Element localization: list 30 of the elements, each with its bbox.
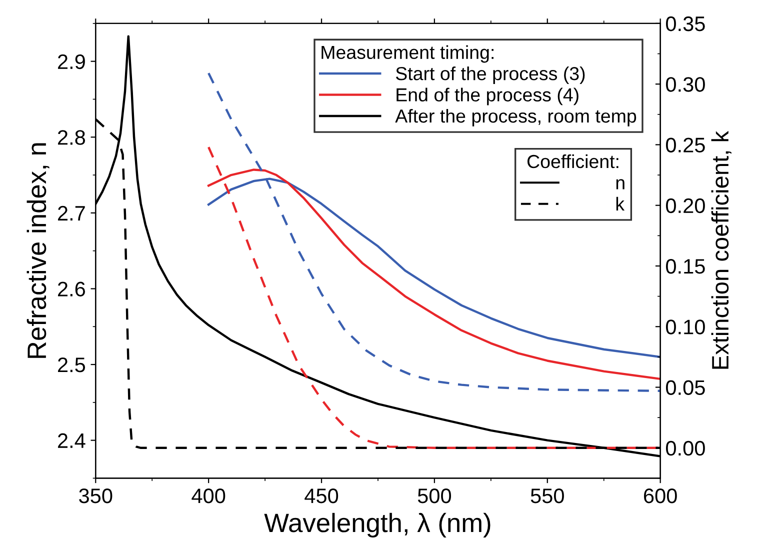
annotation: k <box>616 196 625 210</box>
y2-axis-title: Extinction coefficient, k <box>711 130 732 369</box>
y2-tick-label: 0.35 <box>666 16 705 32</box>
x-tick-label: 400 <box>192 488 226 504</box>
y2-tick-label: 0.10 <box>666 320 705 334</box>
x-tick-label: 350 <box>79 488 112 504</box>
y2-tick-label: 0.30 <box>666 77 705 92</box>
annotation: Coefficient: <box>527 154 618 168</box>
x-tick-label: 550 <box>530 488 564 504</box>
y-tick-label: 2.6 <box>58 282 85 296</box>
y-tick-label: 2.5 <box>58 358 86 372</box>
y-axis-title: Refractive index, n <box>26 143 50 358</box>
y2-tick-label: 0.15 <box>666 258 705 274</box>
legend-label: Start of the process (3) <box>396 66 585 84</box>
y-tick-label: 2.9 <box>58 54 85 70</box>
y2-tick-label: 0.00 <box>666 440 705 456</box>
x-axis-title: Wavelength, λ (nm) <box>264 512 490 538</box>
y2-tick-label: 0.20 <box>666 198 705 214</box>
y-tick-label: 2.4 <box>58 433 86 448</box>
y2-tick-label: 0.25 <box>666 138 705 152</box>
x-tick-label: 450 <box>304 488 338 504</box>
x-tick-label: 500 <box>418 488 452 504</box>
annotation: n <box>616 179 624 190</box>
y-tick-label: 2.8 <box>58 130 86 145</box>
y-tick-label: 2.7 <box>58 206 85 220</box>
y2-tick-label: 0.05 <box>666 380 705 396</box>
x-tick-label: 600 <box>644 488 677 504</box>
legend-title: Measurement timing: <box>322 45 494 63</box>
legend-label: End of the process (4) <box>396 88 578 106</box>
legend-label: After the process, room temp <box>395 108 636 126</box>
